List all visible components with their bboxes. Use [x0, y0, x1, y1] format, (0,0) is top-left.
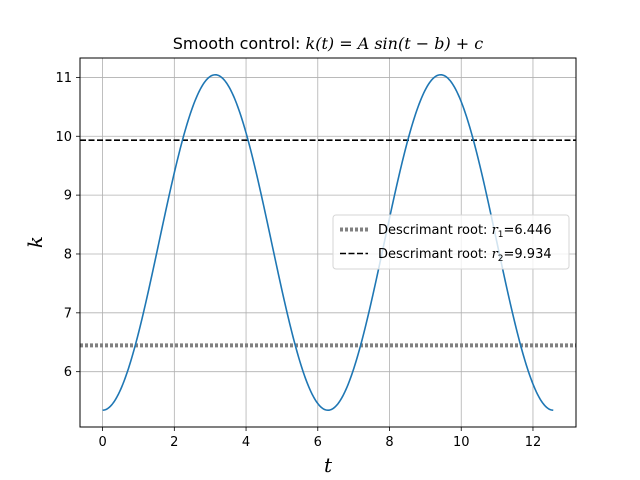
legend-entry-r2: Descrimant root: r2=9.934 [378, 247, 552, 264]
x-tick-label: 4 [242, 435, 250, 450]
x-tick-label: 10 [453, 435, 470, 450]
legend-box [332, 214, 570, 270]
x-tick-label: 8 [385, 435, 393, 450]
y-tick-label: 9 [64, 189, 72, 204]
y-tick-label: 8 [64, 247, 72, 262]
y-axis-label: k [23, 236, 47, 248]
y-tick-label: 10 [55, 130, 72, 145]
x-tick-label: 2 [170, 435, 178, 450]
x-tick-label: 0 [98, 435, 106, 450]
legend: Descrimant root: r1=6.446 Descrimant roo… [332, 214, 570, 270]
plot-frame [79, 57, 577, 428]
y-tick-label: 11 [55, 71, 72, 86]
legend-entry-r1: Descrimant root: r1=6.446 [378, 223, 552, 240]
x-tick-label: 6 [314, 435, 322, 450]
x-tick-label: 12 [525, 435, 542, 450]
y-tick-label: 7 [64, 306, 72, 321]
plot-area: 0 2 4 6 8 10 12 6 7 8 9 10 11 [55, 57, 577, 450]
series-line-k [102, 73, 554, 412]
y-tick-label: 6 [64, 365, 72, 380]
x-axis-label: t [324, 453, 333, 477]
chart-title: Smooth control: k(t) = A sin(t − b) + c [173, 34, 484, 53]
